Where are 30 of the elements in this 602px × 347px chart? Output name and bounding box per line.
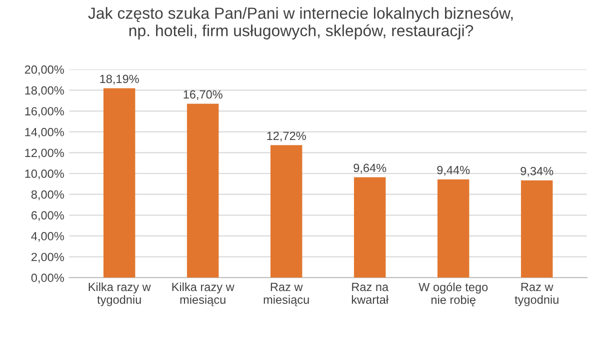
- chart-title: Jak często szuka Pan/Pani w internecie lokalnych biznesów, np. hoteli, firm usługowych, sklepów, restauracji?: [88, 6, 513, 40]
- data-label: 9,34%: [520, 166, 554, 177]
- data-label: 16,70%: [184, 90, 222, 100]
- y-tick-label: 4,00%: [31, 232, 64, 242]
- data-label: 18,19%: [100, 74, 139, 85]
- x-tick-label: Kilka razy w tygodniu: [88, 282, 151, 306]
- y-tick-label: 8,00%: [31, 190, 64, 200]
- y-tick-label: 10,00%: [25, 170, 64, 180]
- bar: [186, 104, 219, 278]
- bar: [520, 180, 553, 278]
- y-tick-label: 14,00%: [25, 128, 64, 138]
- y-tick-label: 2,00%: [31, 252, 64, 263]
- x-tick-label: Raz na kwartał: [352, 282, 389, 304]
- y-tick-label: 20,00%: [24, 65, 64, 76]
- data-label: 12,72%: [267, 132, 306, 142]
- bar: [437, 179, 470, 278]
- x-tick-label: Kilka razy w miesiącu: [172, 282, 234, 306]
- y-tick-label: 0,00%: [31, 274, 64, 284]
- y-tick-label: 16,00%: [25, 107, 64, 117]
- y-tick-label: 6,00%: [31, 211, 64, 221]
- bar: [103, 88, 136, 278]
- y-tick-label: 12,00%: [25, 148, 64, 158]
- x-tick-label: W ogóle tego nie robię: [418, 282, 488, 306]
- y-tick-label: 18,00%: [25, 86, 64, 96]
- bar: [270, 145, 302, 278]
- x-tick-label: Raz w tygodniu: [514, 282, 558, 306]
- x-tick-label: Raz w miesiącu: [264, 282, 309, 306]
- bar: [354, 177, 386, 278]
- data-label: 9,64%: [354, 164, 386, 174]
- data-label: 9,44%: [437, 166, 470, 176]
